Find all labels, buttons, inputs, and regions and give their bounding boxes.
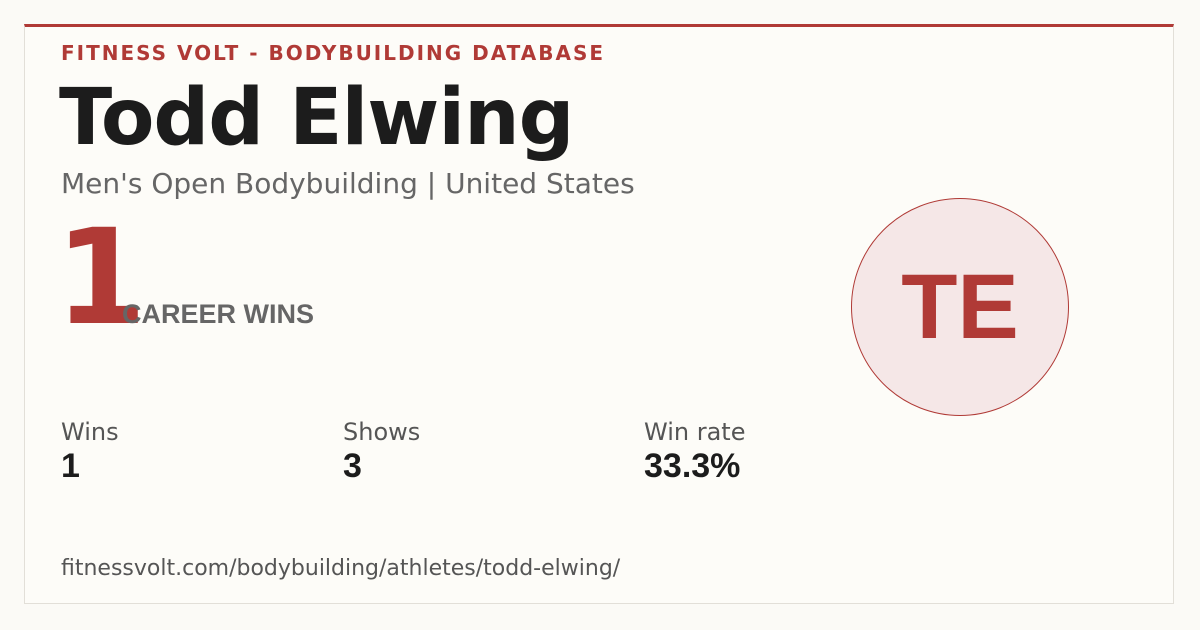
- url: fitnessvolt.com/bodybuilding/athletes/to…: [61, 556, 621, 581]
- stat-value: 33.3%: [644, 447, 741, 485]
- stat-value: 1: [61, 447, 80, 485]
- avatar: TE: [851, 198, 1069, 416]
- stat-label: Win rate: [644, 418, 746, 446]
- career-wins: 1: [55, 201, 147, 355]
- stat-label: Wins: [61, 418, 119, 446]
- subtitle: Men's Open Bodybuilding | United States: [61, 167, 635, 200]
- stat-label: Shows: [343, 418, 421, 446]
- stat-value: 3: [343, 447, 362, 485]
- athlete-name: Todd Elwing: [59, 73, 574, 163]
- brand: FITNESS VOLT - BODYBUILDING DATABASE: [61, 41, 606, 65]
- career-wins-label: CAREER WINS: [122, 299, 315, 329]
- card: FITNESS VOLT - BODYBUILDING DATABASE Tod…: [24, 24, 1174, 604]
